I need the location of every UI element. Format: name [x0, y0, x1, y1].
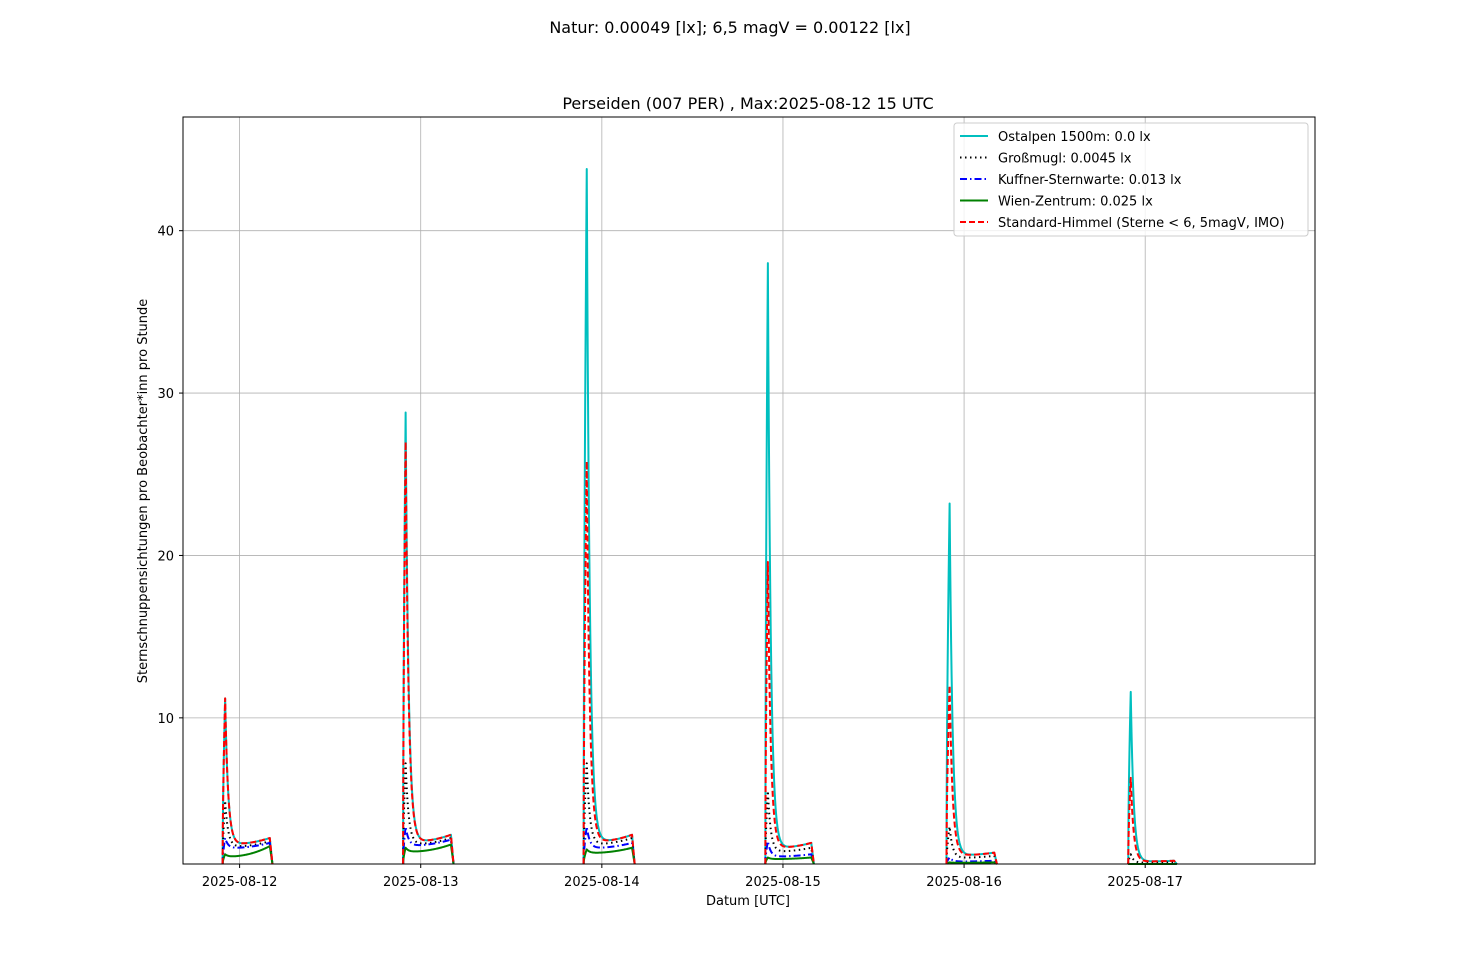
plot-area: 2025-08-12 2025-08-13 2025-08-14 2025-08-15… — [157, 116, 1316, 890]
y-tick-label: 40 — [157, 225, 174, 240]
plot-frame — [182, 116, 1316, 865]
y-tick-label: 30 — [157, 387, 174, 402]
x-tick-label: 2025-08-16 — [926, 875, 1002, 890]
x-tick-label: 2025-08-17 — [1107, 875, 1183, 890]
plot-background — [183, 117, 1315, 864]
series-line-wien — [221, 843, 1177, 865]
legend-label-wien: Wien-Zentrum: 0.025 lx — [998, 195, 1153, 210]
series-line-standard — [221, 440, 1178, 865]
x-axis-label: Datum [UTC] — [706, 894, 790, 909]
y-tick-label: 20 — [157, 549, 174, 564]
legend-label-grossmugl: Großmugl: 0.0045 lx — [998, 152, 1132, 167]
y-tick-label: 10 — [157, 712, 174, 727]
figure-suptitle: Natur: 0.00049 [lx]; 6,5 magV = 0.00122 … — [549, 18, 910, 37]
legend-box — [953, 122, 1309, 237]
legend-label-kuffner: Kuffner-Sternwarte: 0.013 lx — [998, 173, 1182, 188]
series-line-grossmugl — [221, 762, 1178, 865]
legend-label-standard: Standard-Himmel (Sterne < 6, 5magV, IMO) — [998, 216, 1284, 231]
grid-lines — [183, 117, 1315, 864]
x-tick-label: 2025-08-13 — [383, 875, 459, 890]
y-axis: 10 20 30 40 — [157, 225, 183, 727]
x-axis: 2025-08-12 2025-08-13 2025-08-14 2025-08-15… — [202, 864, 1183, 890]
series-layer — [221, 167, 1178, 865]
legend: Ostalpen 1500m: 0.0 lx Großmugl: 0.0045 l… — [953, 122, 1309, 237]
y-axis-label: Sternschnuppensichtungen pro Beobachter*… — [136, 299, 151, 684]
legend-label-ostalpen: Ostalpen 1500m: 0.0 lx — [998, 130, 1151, 145]
x-tick-label: 2025-08-12 — [202, 875, 278, 890]
x-tick-label: 2025-08-15 — [745, 875, 821, 890]
series-line-kuffner — [221, 825, 1177, 865]
x-tick-label: 2025-08-14 — [564, 875, 640, 890]
chart-title: Perseiden (007 PER) , Max:2025-08-12 15 … — [562, 94, 933, 113]
